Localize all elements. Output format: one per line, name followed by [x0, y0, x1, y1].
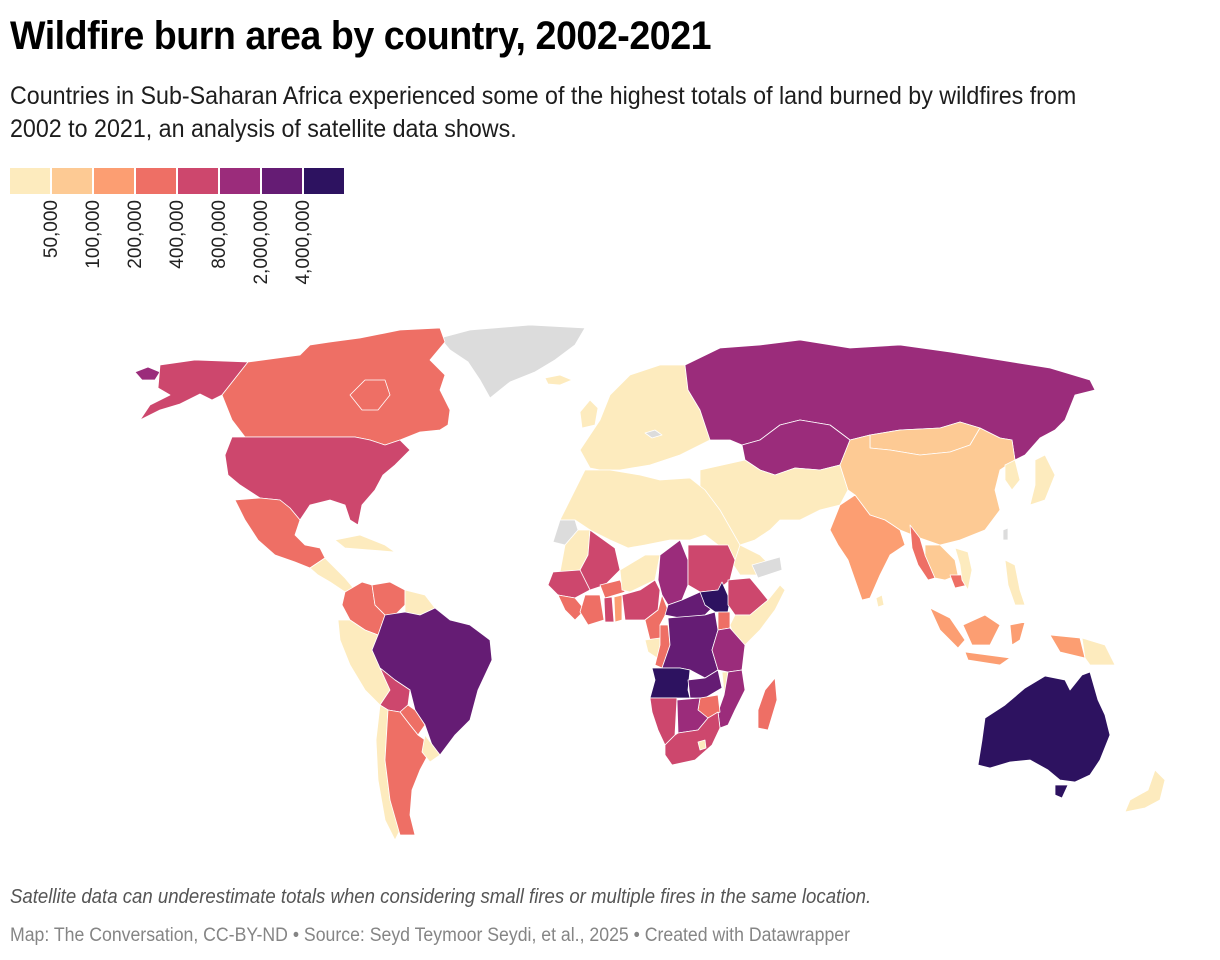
legend-swatch-5: [178, 168, 218, 194]
country-south-africa[interactable]: [664, 711, 721, 766]
country-russia-far-east-alaska[interactable]: [134, 366, 161, 381]
country-togo-benin[interactable]: [613, 594, 623, 623]
country-argentina[interactable]: [384, 709, 429, 836]
country-ivory-coast[interactable]: [579, 594, 605, 626]
region-sierra-leone-liberia[interactable]: [557, 594, 586, 621]
legend-tick-label: 100,000: [83, 200, 104, 269]
world-map: [0, 300, 1220, 865]
country-iceland[interactable]: [544, 374, 573, 386]
legend-tick-label: 800,000: [209, 200, 230, 269]
country-united-kingdom[interactable]: [579, 399, 599, 429]
country-madagascar[interactable]: [757, 677, 778, 731]
country-czechia[interactable]: [644, 429, 663, 439]
chart-subtitle: Countries in Sub-Saharan Africa experien…: [10, 82, 1077, 143]
country-burkina-faso[interactable]: [599, 579, 626, 599]
legend-swatch-2: [52, 168, 92, 194]
region-central-america[interactable]: [309, 557, 356, 593]
country-mozambique[interactable]: [717, 669, 746, 729]
footnote: Satellite data can underestimate totals …: [10, 886, 872, 908]
legend-ticks: 50,000 100,000 200,000 400,000 800,000 2…: [10, 194, 344, 304]
country-zambia[interactable]: [687, 669, 723, 699]
country-angola[interactable]: [649, 667, 691, 699]
legend-swatch-3: [94, 168, 134, 194]
country-papua-new-guinea[interactable]: [1081, 637, 1116, 666]
country-uruguay[interactable]: [421, 734, 441, 763]
country-canada[interactable]: [221, 327, 451, 446]
legend-swatch-6: [220, 168, 260, 194]
country-new-zealand[interactable]: [1124, 769, 1166, 813]
legend-tick-label: 200,000: [125, 200, 146, 269]
country-taiwan[interactable]: [1002, 527, 1009, 541]
country-united-states[interactable]: [224, 436, 411, 526]
country-venezuela[interactable]: [371, 581, 406, 616]
country-philippines[interactable]: [1004, 559, 1026, 606]
region-korea-japan[interactable]: [1004, 454, 1056, 506]
country-chad[interactable]: [657, 539, 689, 606]
region-caribbean[interactable]: [334, 534, 396, 553]
legend-tick-label: 50,000: [41, 200, 62, 259]
legend-swatch-1: [10, 168, 50, 194]
country-greenland[interactable]: [439, 324, 586, 399]
country-sri-lanka[interactable]: [875, 594, 885, 608]
legend-swatches: [10, 168, 344, 194]
chart-title: Wildfire burn area by country, 2002-2021: [10, 14, 712, 58]
legend-tick-label: 400,000: [167, 200, 188, 269]
country-mexico[interactable]: [234, 497, 326, 569]
country-india[interactable]: [829, 494, 906, 601]
country-lesotho[interactable]: [697, 739, 707, 751]
legend-tick-label: 2,000,000: [251, 200, 272, 285]
country-mali[interactable]: [579, 529, 621, 591]
legend-swatch-4: [136, 168, 176, 194]
legend-swatch-7: [262, 168, 302, 194]
country-uganda[interactable]: [717, 611, 731, 631]
country-yemen[interactable]: [751, 556, 783, 579]
legend-tick-label: 4,000,000: [293, 200, 314, 285]
country-vietnam[interactable]: [954, 547, 973, 591]
country-indonesia[interactable]: [929, 607, 1086, 666]
country-myanmar[interactable]: [909, 524, 936, 581]
color-legend: 50,000 100,000 200,000 400,000 800,000 2…: [10, 168, 344, 304]
source-credit: Map: The Conversation, CC-BY-ND • Source…: [10, 925, 850, 946]
country-nigeria[interactable]: [621, 579, 661, 621]
region-north-africa[interactable]: [559, 469, 741, 561]
country-australia[interactable]: [977, 671, 1111, 799]
country-ghana[interactable]: [603, 596, 615, 623]
legend-swatch-8: [304, 168, 344, 194]
